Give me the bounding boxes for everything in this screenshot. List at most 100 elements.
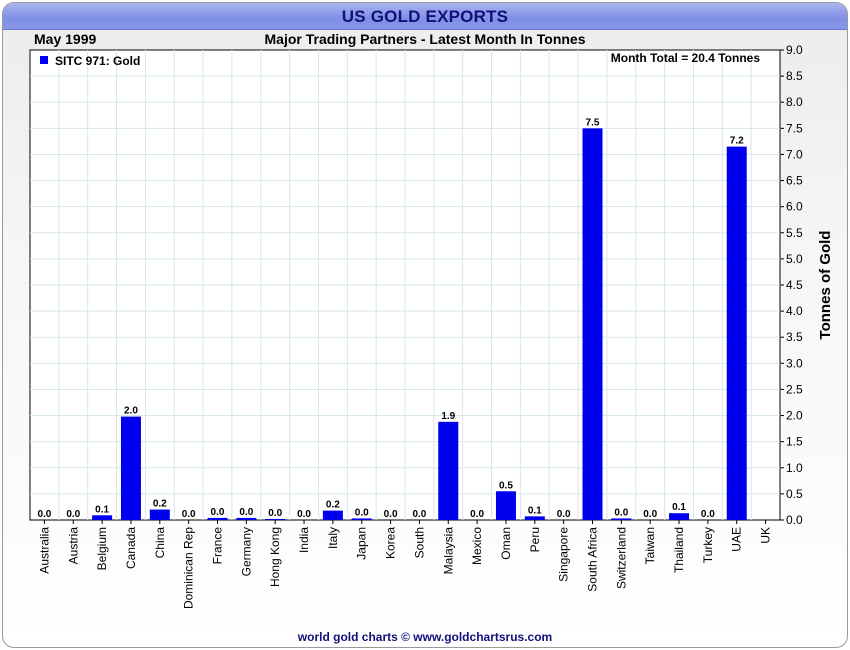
data-label: 0.0 [643,509,657,520]
x-tick-label: Hong Kong [268,527,282,587]
bar-italy [322,510,343,520]
bar-malaysia [438,421,459,520]
x-tick-label: Korea [384,527,398,559]
x-tick-label: UAE [730,527,744,552]
data-label: 0.0 [412,509,426,520]
data-label: 0.0 [557,509,571,520]
legend: SITC 971: Gold [40,54,140,68]
data-label: 2.0 [124,406,138,417]
x-tick-label: Australia [37,527,51,574]
x-tick-label: Malaysia [441,527,455,575]
bar-south-africa [582,128,603,521]
legend-label: SITC 971: Gold [55,54,140,68]
gridlines [30,50,780,520]
y-tick-label: 2.5 [786,382,803,396]
x-tick-label: India [297,527,311,553]
y-tick-label: 0.0 [786,513,803,527]
y-tick-label: 1.0 [786,461,803,475]
chart-subtitle: Major Trading Partners - Latest Month In… [264,31,586,47]
data-label: 7.5 [586,117,600,128]
y-tick-label: 8.5 [786,69,803,83]
data-label: 0.0 [470,509,484,520]
x-tick-label: Canada [124,527,138,569]
data-label: 0.2 [153,499,167,510]
y-tick-label: 4.0 [786,304,803,318]
data-label: 1.9 [441,411,455,422]
x-tick-label: Austria [66,527,80,565]
x-tick-label: Germany [239,527,253,576]
x-tick-label: Dominican Rep [182,527,196,609]
bars [92,128,747,521]
bar-uae [726,146,747,520]
chart-title: US GOLD EXPORTS [341,7,509,26]
data-label: 0.1 [95,504,109,515]
x-tick-label: Japan [355,527,369,560]
bar-thailand [669,513,690,520]
title-bar: US GOLD EXPORTS [3,3,847,30]
x-tick-label: France [211,527,225,565]
data-label: 0.0 [355,507,369,518]
x-tick-label: South [412,527,426,558]
data-label: 0.1 [528,505,542,516]
data-label: 0.0 [211,507,225,518]
x-tick-label: Italy [326,527,340,549]
y-tick-label: 9.0 [786,43,803,57]
x-tick-label: Switzerland [614,527,628,589]
bar-peru [524,516,545,520]
x-tick-label: Oman [499,527,513,560]
y-tick-label: 6.5 [786,174,803,188]
x-tick-label: Thailand [672,527,686,573]
y-tick-label: 3.0 [786,356,803,370]
bar-germany [236,517,257,520]
x-axis: Australia Austria Belgium Canada China Domini… [37,520,773,609]
x-tick-label: Taiwan [643,527,657,564]
data-label: 0.0 [701,509,715,520]
data-label: 0.5 [499,480,513,491]
legend-swatch [40,56,48,64]
y-tick-label: 0.5 [786,487,803,501]
y-tick-label: 1.5 [786,435,803,449]
bar-hong-kong [265,518,286,520]
bar-oman [495,491,516,520]
y-tick-label: 6.0 [786,200,803,214]
x-tick-label: Mexico [470,527,484,565]
x-tick-label: Singapore [557,527,571,582]
y-tick-label: 5.5 [786,226,803,240]
y-tick-label: 3.5 [786,330,803,344]
data-label: 0.0 [66,509,80,520]
data-label: 0.0 [268,508,282,519]
bar-belgium [92,515,113,520]
x-tick-label: Belgium [95,527,109,570]
x-tick-label: South Africa [586,527,600,592]
data-label: 7.2 [730,136,744,147]
data-label: 0.1 [672,502,686,513]
data-label: 0.0 [297,509,311,520]
data-labels: 0.0 0.0 0.1 2.0 0.2 0.0 0.0 0.0 0.0 0.0 0.2 0.0 0.0 0… [37,117,744,520]
bar-china [149,509,170,520]
y-axis-title: Tonnes of Gold [817,231,834,340]
y-tick-label: 7.5 [786,121,803,135]
bar-canada [120,416,141,520]
month-total: Month Total = 20.4 Tonnes [611,51,761,65]
data-label: 0.0 [37,509,51,520]
x-tick-label: Peru [528,527,542,552]
bar-japan [351,518,372,520]
data-label: 0.0 [182,509,196,520]
data-label: 0.0 [384,509,398,520]
bar-france [207,517,228,520]
data-label: 0.2 [326,500,340,511]
data-label: 0.0 [614,507,628,518]
y-tick-label: 4.5 [786,278,803,292]
bar-switzerland [611,518,632,520]
x-tick-label: UK [759,527,773,544]
y-tick-label: 8.0 [786,95,803,109]
x-tick-label: China [153,527,167,559]
y-tick-label: 2.0 [786,409,803,423]
x-tick-label: Turkey [701,527,715,563]
y-tick-label: 5.0 [786,252,803,266]
month-label: May 1999 [34,31,97,47]
y-axis: 0.0 0.5 1.0 1.5 2.0 2.5 3.0 3.5 4.0 4.5 5.0 5.5 6.0 6… [780,43,803,527]
data-label: 0.0 [239,507,253,518]
y-tick-label: 7.0 [786,147,803,161]
